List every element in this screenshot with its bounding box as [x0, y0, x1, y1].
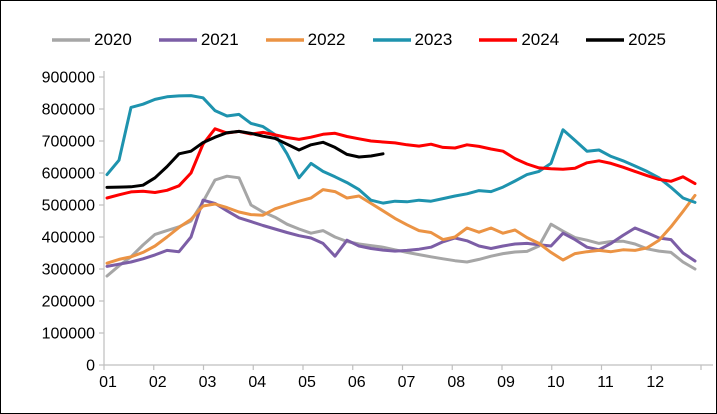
legend-label: 2023 — [414, 30, 453, 49]
x-axis-month-label: 04 — [248, 374, 266, 391]
y-axis-tick-label: 0 — [86, 358, 95, 375]
legend-item-2020: 2020 — [51, 31, 132, 48]
x-axis-month-label: 06 — [348, 374, 366, 391]
legend-label: 2021 — [200, 30, 239, 49]
legend-swatch-2020 — [52, 37, 91, 42]
legend-item-2024: 2024 — [478, 31, 559, 48]
legend-label: 2024 — [521, 30, 560, 49]
series-line-2023 — [105, 94, 697, 205]
y-axis-tick-label: 400000 — [42, 230, 95, 247]
x-axis-month-label: 07 — [398, 374, 416, 391]
legend-item-2022: 2022 — [265, 31, 346, 48]
legend-label: 2022 — [307, 30, 346, 49]
y-axis-tick-label: 800000 — [42, 102, 95, 119]
x-axis-month-label: 08 — [447, 374, 465, 391]
legend-swatch-2025 — [586, 37, 625, 42]
y-axis-tick-label: 500000 — [42, 198, 95, 215]
legend-swatch-2022 — [265, 37, 304, 42]
y-axis-tick-label: 600000 — [42, 166, 95, 183]
x-axis-month-label: 11 — [597, 374, 614, 391]
y-axis-tick-label: 700000 — [42, 134, 95, 151]
series-line-2022 — [105, 188, 697, 265]
y-axis-tick-label: 100000 — [42, 326, 95, 343]
x-axis-month-label: 05 — [298, 374, 316, 391]
legend-label: 2025 — [628, 30, 666, 49]
legend-swatch-2023 — [372, 37, 411, 42]
x-axis-month-label: 09 — [497, 374, 515, 391]
legend-swatch-2021 — [158, 37, 197, 42]
x-axis-month-label: 12 — [646, 374, 664, 391]
legend-item-2025: 2025 — [585, 31, 666, 48]
x-axis-month-label: 01 — [99, 374, 117, 391]
legend-swatch-2024 — [479, 37, 518, 42]
x-axis-month-label: 03 — [199, 374, 217, 391]
y-axis-tick-label: 900000 — [42, 70, 95, 87]
x-axis-month-label: 10 — [547, 374, 565, 391]
series-line-2021 — [105, 198, 697, 268]
series-line-2025 — [105, 129, 385, 189]
legend-item-2023: 2023 — [372, 30, 453, 49]
series-line-2024 — [105, 127, 697, 200]
y-axis-tick-label: 300000 — [42, 262, 95, 279]
x-axis-month-label: 02 — [149, 374, 167, 391]
y-axis-tick-label: 200000 — [42, 294, 95, 311]
legend-item-2021: 2021 — [158, 31, 239, 48]
chart-legend: 2020 2021 2022 2023 2024 2025 — [1, 31, 716, 48]
legend-label: 2020 — [94, 30, 132, 49]
